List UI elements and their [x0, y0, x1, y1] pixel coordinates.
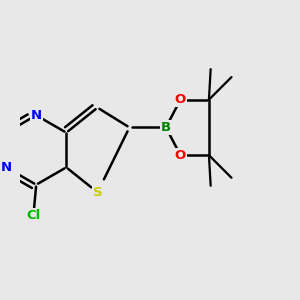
Text: S: S — [93, 186, 102, 199]
Text: O: O — [175, 93, 186, 106]
Text: N: N — [1, 161, 12, 174]
Text: O: O — [175, 149, 186, 162]
Text: B: B — [161, 121, 171, 134]
Text: Cl: Cl — [26, 209, 40, 222]
Text: N: N — [31, 109, 42, 122]
